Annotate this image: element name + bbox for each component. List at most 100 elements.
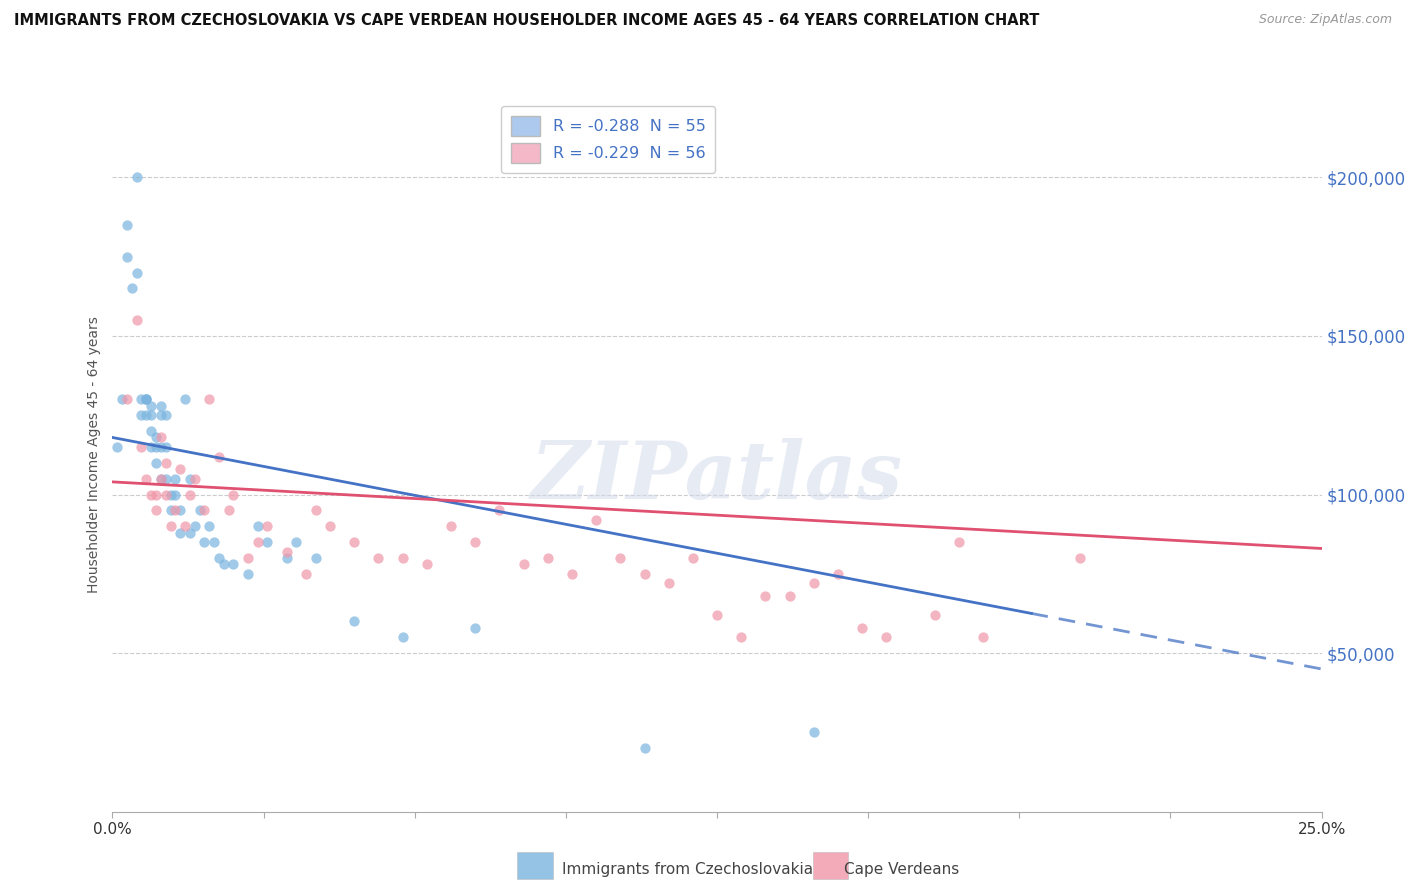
Point xyxy=(633,741,655,756)
Point xyxy=(159,487,181,501)
Point xyxy=(202,535,225,549)
Point xyxy=(276,544,298,558)
Point xyxy=(208,551,231,566)
Point xyxy=(212,558,235,572)
Point xyxy=(145,503,167,517)
Point xyxy=(135,392,157,407)
Point xyxy=(391,630,413,644)
Point xyxy=(165,487,187,501)
Point xyxy=(165,503,187,517)
Point xyxy=(488,503,510,517)
Point xyxy=(658,576,681,591)
Point xyxy=(440,519,463,533)
Point xyxy=(179,525,201,540)
Point xyxy=(585,513,607,527)
Point xyxy=(183,472,205,486)
Point xyxy=(218,503,240,517)
Point xyxy=(149,440,172,454)
Text: IMMIGRANTS FROM CZECHOSLOVAKIA VS CAPE VERDEAN HOUSEHOLDER INCOME AGES 45 - 64 Y: IMMIGRANTS FROM CZECHOSLOVAKIA VS CAPE V… xyxy=(14,13,1039,29)
Point xyxy=(125,266,148,280)
Point xyxy=(155,409,177,423)
Point xyxy=(169,462,191,476)
Point xyxy=(730,630,752,644)
Point xyxy=(159,519,181,533)
Point xyxy=(155,487,177,501)
Point xyxy=(236,566,259,581)
Point xyxy=(276,551,298,566)
Text: Source: ZipAtlas.com: Source: ZipAtlas.com xyxy=(1258,13,1392,27)
Point xyxy=(319,519,342,533)
Point xyxy=(285,535,308,549)
Point xyxy=(256,535,278,549)
Point xyxy=(803,725,825,739)
Point xyxy=(105,440,128,454)
Point xyxy=(208,450,231,464)
Point xyxy=(609,551,631,566)
Point xyxy=(159,503,181,517)
Point xyxy=(115,392,138,407)
Point xyxy=(295,566,318,581)
Point xyxy=(135,392,157,407)
Point xyxy=(222,558,245,572)
Point xyxy=(948,535,970,549)
Point xyxy=(236,551,259,566)
Point xyxy=(131,392,153,407)
Point xyxy=(706,608,728,623)
Text: Cape Verdeans: Cape Verdeans xyxy=(844,863,959,877)
Bar xyxy=(813,852,848,879)
Point xyxy=(537,551,560,566)
Point xyxy=(188,503,211,517)
Text: ZIPatlas: ZIPatlas xyxy=(531,438,903,515)
Point xyxy=(924,608,946,623)
Point xyxy=(198,519,221,533)
Point xyxy=(179,487,201,501)
Point xyxy=(131,440,153,454)
Point xyxy=(561,566,583,581)
Point xyxy=(779,589,801,603)
Point xyxy=(131,409,153,423)
Point xyxy=(125,170,148,185)
Point xyxy=(141,487,163,501)
Point xyxy=(121,281,143,295)
Point xyxy=(135,392,157,407)
Point xyxy=(193,503,215,517)
Point xyxy=(682,551,704,566)
Point xyxy=(141,440,163,454)
Point xyxy=(851,621,873,635)
Point xyxy=(343,535,366,549)
Bar xyxy=(517,852,553,879)
Point xyxy=(165,472,187,486)
Point xyxy=(304,503,326,517)
Point xyxy=(827,566,849,581)
Point xyxy=(416,558,439,572)
Point xyxy=(149,409,172,423)
Point xyxy=(179,472,201,486)
Text: Immigrants from Czechoslovakia: Immigrants from Czechoslovakia xyxy=(562,863,814,877)
Point xyxy=(246,535,269,549)
Point xyxy=(115,218,138,232)
Point xyxy=(754,589,776,603)
Y-axis label: Householder Income Ages 45 - 64 years: Householder Income Ages 45 - 64 years xyxy=(87,317,101,593)
Point xyxy=(343,615,366,629)
Point xyxy=(169,503,191,517)
Point xyxy=(464,621,486,635)
Point xyxy=(145,440,167,454)
Point xyxy=(141,399,163,413)
Point xyxy=(135,472,157,486)
Point xyxy=(222,487,245,501)
Point xyxy=(464,535,486,549)
Point xyxy=(256,519,278,533)
Point xyxy=(1069,551,1091,566)
Point xyxy=(174,392,197,407)
Point xyxy=(183,519,205,533)
Point xyxy=(193,535,215,549)
Point xyxy=(803,576,825,591)
Point xyxy=(149,472,172,486)
Point xyxy=(169,525,191,540)
Point xyxy=(125,313,148,327)
Point xyxy=(198,392,221,407)
Point xyxy=(633,566,655,581)
Point xyxy=(149,472,172,486)
Point xyxy=(149,430,172,444)
Point xyxy=(304,551,326,566)
